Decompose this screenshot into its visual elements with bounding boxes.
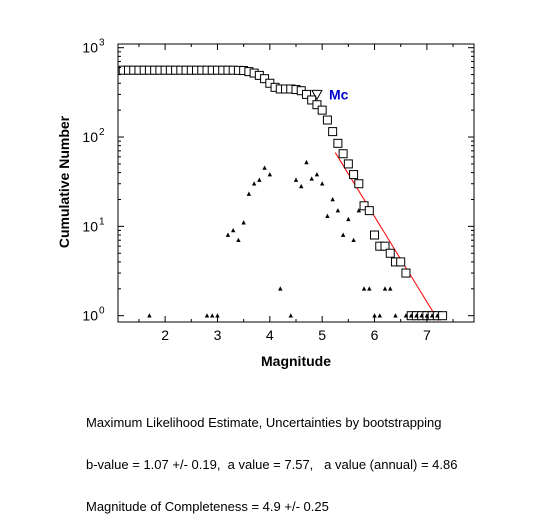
noncumulative-triangle-point xyxy=(204,313,210,318)
fit-line-layer xyxy=(334,152,439,321)
mc-marker xyxy=(311,89,323,101)
x-tick-label: 2 xyxy=(161,327,169,343)
y-tick-label-exponent: 1 xyxy=(99,216,105,227)
y-tick-label-exponent: 3 xyxy=(99,38,105,49)
cumulative-square-point xyxy=(364,206,374,216)
cumulative-square-point xyxy=(307,95,317,105)
noncumulative-triangle-point xyxy=(419,313,424,318)
noncumulative-triangle-point xyxy=(346,216,351,222)
noncumulative-triangle-point xyxy=(393,313,398,318)
y-tick-label-base: 10 xyxy=(82,308,98,324)
noncumulative-triangle-point xyxy=(246,191,252,196)
noncumulative-triangle-point xyxy=(288,313,293,318)
cumulative-square-point xyxy=(301,89,311,99)
noncumulative-triangle-point xyxy=(403,313,409,318)
noncumulative-triangle-point xyxy=(267,172,273,177)
x-tick-label: 7 xyxy=(423,327,431,343)
noncumulative-triangle-point xyxy=(429,313,435,318)
cumulative-square-point xyxy=(396,257,406,267)
y-tick-label-base: 10 xyxy=(82,40,98,56)
cumulative-square-point xyxy=(322,115,332,125)
fit-line xyxy=(334,152,439,321)
noncumulative-triangle-point xyxy=(241,220,246,225)
noncumulative-triangle-point xyxy=(257,177,262,182)
noncumulative-triangle-point xyxy=(309,176,314,181)
annotations: Mc xyxy=(311,86,349,102)
noncumulative-triangle-point xyxy=(325,213,330,218)
caption-line-mc: Magnitude of Completeness = 4.9 +/- 0.25 xyxy=(86,499,329,514)
noncumulative-markers xyxy=(147,159,440,318)
noncumulative-triangle-point xyxy=(382,286,388,291)
noncumulative-triangle-point xyxy=(351,237,356,243)
noncumulative-triangle-point xyxy=(319,181,325,186)
cumulative-square-point xyxy=(380,241,390,251)
noncumulative-triangle-point xyxy=(335,208,341,213)
noncumulative-triangle-point xyxy=(278,286,283,291)
cumulative-square-point xyxy=(438,311,448,321)
noncumulative-triangle-point xyxy=(262,165,267,170)
cumulative-square-point xyxy=(333,138,343,148)
cumulative-square-point xyxy=(317,105,327,115)
noncumulative-triangle-point xyxy=(330,196,335,202)
cumulative-square-point xyxy=(338,149,348,159)
x-tick-label: 4 xyxy=(266,327,274,343)
cumulative-markers xyxy=(118,65,448,321)
x-axis-label: Magnitude xyxy=(261,353,331,369)
y-tick-label-base: 10 xyxy=(82,218,98,234)
noncumulative-triangle-point xyxy=(230,227,236,233)
noncumulative-triangle-point xyxy=(314,172,320,177)
fit-caption: Maximum Likelihood Estimate, Uncertainti… xyxy=(86,388,457,528)
noncumulative-triangle-point xyxy=(251,181,257,186)
caption-line-bvalue: b-value = 1.07 +/- 0.19, a value = 7.57,… xyxy=(86,457,458,472)
noncumulative-triangle-point xyxy=(372,313,377,318)
noncumulative-triangle-point xyxy=(367,286,372,291)
noncumulative-triangle-point xyxy=(435,313,440,318)
cumulative-square-point xyxy=(312,100,322,110)
cumulative-square-point xyxy=(260,74,270,84)
noncumulative-triangle-point xyxy=(377,313,382,318)
noncumulative-triangle-point xyxy=(424,313,430,318)
cumulative-square-point xyxy=(401,268,411,278)
x-tick-label: 5 xyxy=(318,327,326,343)
cumulative-square-point xyxy=(370,230,380,240)
noncumulative-triangle-point xyxy=(225,232,231,237)
y-tick-label-exponent: 0 xyxy=(99,306,105,317)
noncumulative-triangle-point xyxy=(236,237,241,243)
cumulative-square-point xyxy=(359,201,369,211)
y-axis-label: Cumulative Number xyxy=(56,115,72,248)
noncumulative-triangle-point xyxy=(293,177,299,182)
y-tick-label-base: 10 xyxy=(82,129,98,145)
cumulative-square-point xyxy=(328,127,338,137)
noncumulative-triangle-point xyxy=(414,313,419,318)
x-tick-label: 6 xyxy=(371,327,379,343)
noncumulative-triangle-point xyxy=(304,159,309,165)
noncumulative-triangle-point xyxy=(340,232,346,237)
noncumulative-triangle-point xyxy=(147,313,152,318)
cumulative-square-point xyxy=(354,179,364,189)
cumulative-square-point xyxy=(343,159,353,169)
x-tick-label: 3 xyxy=(214,327,222,343)
noncumulative-triangle-point xyxy=(356,208,362,213)
noncumulative-triangle-point xyxy=(408,313,414,318)
mc-label: Mc xyxy=(329,86,349,102)
noncumulative-triangle-point xyxy=(210,313,215,318)
noncumulative-triangle-point xyxy=(361,286,367,291)
caption-line-method: Maximum Likelihood Estimate, Uncertainti… xyxy=(86,415,442,430)
noncumulative-triangle-point xyxy=(388,286,393,291)
cumulative-square-point xyxy=(349,170,359,180)
cumulative-square-point xyxy=(385,248,395,258)
noncumulative-triangle-point xyxy=(215,313,220,318)
y-tick-label-exponent: 2 xyxy=(99,127,105,138)
noncumulative-triangle-point xyxy=(299,183,304,189)
